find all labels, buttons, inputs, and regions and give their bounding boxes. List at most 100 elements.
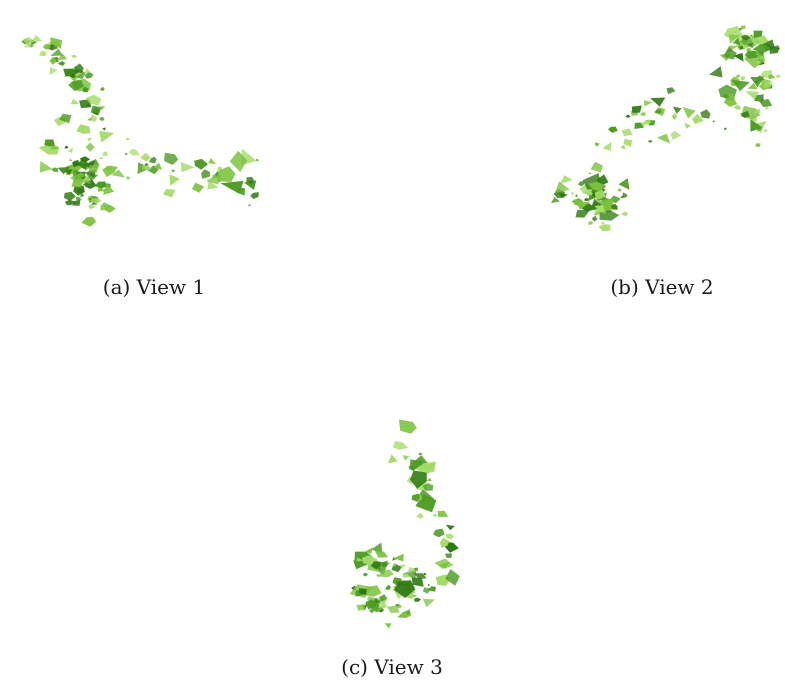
surface-fragment <box>631 105 642 113</box>
surface-fragment <box>216 166 236 183</box>
surface-fragment <box>741 34 751 41</box>
surface-fragment <box>103 183 115 195</box>
surface-fragment <box>69 73 76 78</box>
surface-fragment <box>63 68 81 77</box>
surface-fragment <box>392 440 409 450</box>
surface-fragment <box>575 209 590 218</box>
surface-fragment <box>402 455 410 461</box>
surface-fragment <box>371 542 383 555</box>
surface-fragment <box>72 159 81 168</box>
surface-fragment <box>243 180 257 190</box>
surface-fragment <box>755 80 758 84</box>
surface-fragment <box>622 192 628 198</box>
surface-fragment <box>399 419 417 434</box>
surface-fragment <box>396 603 402 609</box>
surface-fragment <box>623 138 633 147</box>
surface-fragment <box>761 98 764 101</box>
surface-fragment <box>59 113 72 124</box>
surface-fragment <box>445 541 459 553</box>
surface-fragment <box>418 452 423 456</box>
surface-fragment <box>71 54 78 58</box>
surface-fragment <box>70 98 80 105</box>
surface-fragment <box>733 104 741 110</box>
surface-fragment <box>216 166 223 171</box>
surface-fragment <box>415 461 436 475</box>
surface-fragment <box>51 167 59 173</box>
surface-fragment <box>56 53 68 61</box>
surface-fragment <box>67 147 73 153</box>
surface-fragment <box>64 199 76 206</box>
surface-fragment <box>756 60 761 64</box>
surface-fragment <box>394 553 404 562</box>
surface-fragment <box>353 560 368 570</box>
surface-fragment <box>709 66 723 78</box>
caption-view-2: (b) View 2 <box>610 275 714 299</box>
surface-fragment <box>68 158 72 161</box>
surface-fragment <box>594 211 600 216</box>
surface-fragment <box>625 114 631 118</box>
surface-fragment <box>576 201 590 210</box>
surface-fragment <box>378 569 394 578</box>
surface-fragment <box>414 597 422 602</box>
surface-fragment <box>670 130 682 140</box>
surface-fragment <box>97 187 103 192</box>
surface-fragment <box>148 156 157 164</box>
surface-fragment <box>763 129 768 133</box>
surface-fragment <box>610 203 618 210</box>
surface-fragment <box>656 133 671 144</box>
surface-fragment <box>164 152 179 165</box>
surface-fragment <box>621 128 633 137</box>
surface-fragment <box>355 557 364 563</box>
surface-fragment <box>90 105 102 114</box>
surface-fragment <box>111 169 125 178</box>
surface-fragment <box>373 598 378 601</box>
surface-fragment <box>89 172 94 175</box>
surface-fragment <box>386 605 400 614</box>
surface-fragment <box>439 537 450 548</box>
surface-fragment <box>64 169 73 176</box>
surface-fragment <box>725 46 734 54</box>
surface-fragment <box>584 197 589 201</box>
surface-fragment <box>392 556 397 561</box>
surface-fragment <box>620 144 626 150</box>
surface-fragment <box>728 34 741 44</box>
surface-fragment <box>423 572 427 576</box>
surface-fragment <box>99 130 115 143</box>
surface-fragment <box>445 569 460 586</box>
surface-fragment <box>682 106 696 119</box>
surface-fragment <box>416 488 435 499</box>
surface-fragment <box>740 25 746 30</box>
surface-fragment <box>413 567 418 572</box>
surface-fragment <box>387 454 398 464</box>
surface-fragment <box>588 172 592 174</box>
surface-fragment <box>560 175 573 184</box>
surface-fragment <box>85 172 99 182</box>
surface-fragment <box>411 493 421 502</box>
surface-fragment <box>742 42 746 46</box>
surface-fragment <box>84 72 94 79</box>
surface-fragment <box>28 43 34 48</box>
surface-fragment <box>422 587 432 594</box>
surface-fragment <box>39 161 53 173</box>
surface-fragment <box>80 192 85 198</box>
surface-fragment <box>42 43 51 50</box>
surface-fragment <box>124 152 128 155</box>
surface-fragment <box>229 150 248 172</box>
surface-fragment <box>765 106 769 110</box>
surface-fragment <box>31 34 42 43</box>
surface-fragment <box>413 573 427 579</box>
panel-view-2 <box>540 8 785 243</box>
surface-fragment <box>375 551 389 558</box>
surface-fragment <box>191 182 205 193</box>
surface-fragment <box>754 108 760 115</box>
surface-fragment <box>75 196 82 202</box>
surface-fragment <box>100 86 105 91</box>
surface-fragment <box>39 50 47 57</box>
surface-fragment <box>602 199 614 207</box>
surface-fragment <box>608 126 618 133</box>
surface-fragment <box>435 574 450 586</box>
surface-fragment <box>650 97 666 107</box>
surface-fragment <box>639 112 647 117</box>
surface-fragment <box>153 162 163 170</box>
surface-fragment <box>371 561 381 570</box>
